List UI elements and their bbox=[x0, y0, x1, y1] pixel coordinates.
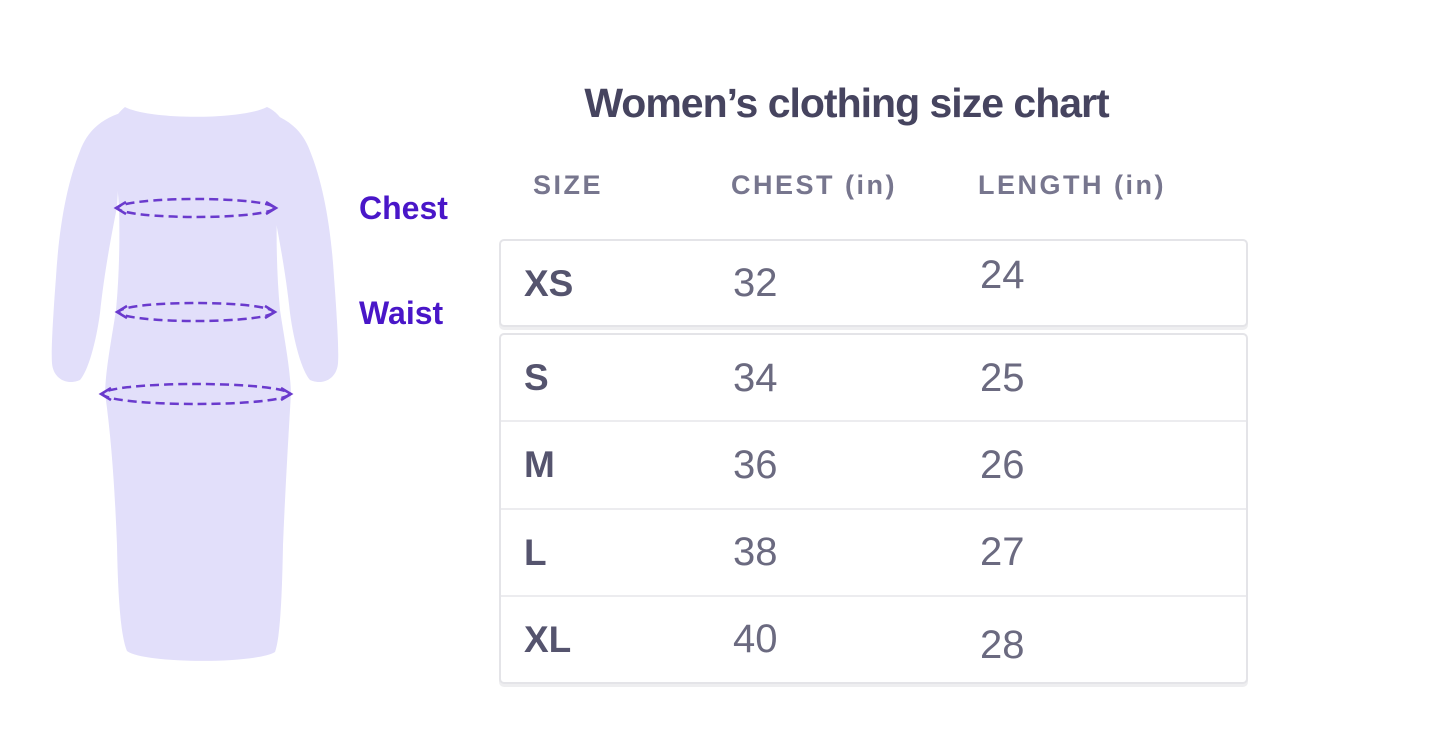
length-value: 28 bbox=[980, 623, 1025, 668]
column-header-length: LENGTH (in) bbox=[978, 170, 1166, 200]
size-value: L bbox=[524, 531, 547, 573]
waist-measurement-line bbox=[114, 301, 278, 323]
length-value: 25 bbox=[980, 355, 1025, 400]
dress-right-sleeve bbox=[263, 111, 339, 383]
length-value: 26 bbox=[980, 442, 1025, 487]
chest-measurement-line bbox=[113, 197, 279, 219]
size-value: XL bbox=[524, 618, 572, 660]
chest-value: 38 bbox=[733, 530, 778, 575]
measurement-arrow bbox=[265, 200, 279, 216]
measurement-arrow bbox=[114, 304, 128, 320]
table-row: XL 40 28 bbox=[501, 594, 1246, 682]
table-row: S 34 25 bbox=[501, 335, 1246, 420]
column-header-chest: CHEST (in) bbox=[731, 170, 897, 200]
dress-measurement-diagram: Chest Waist bbox=[0, 0, 470, 731]
dress-illustration bbox=[51, 107, 339, 661]
size-value: S bbox=[524, 357, 549, 399]
table-row-group-main: S 34 25 M 36 26 L 38 27 XL 40 28 bbox=[499, 333, 1248, 684]
measurement-arrow bbox=[98, 386, 112, 402]
chest-value: 40 bbox=[733, 617, 778, 662]
measurement-arrow bbox=[264, 304, 278, 320]
waist-label: Waist bbox=[359, 295, 444, 331]
measurement-arrow bbox=[113, 200, 127, 216]
table-row: M 36 26 bbox=[501, 420, 1246, 507]
dress-left-sleeve bbox=[51, 111, 127, 383]
size-chart: Women’s clothing size chart SIZE CHEST (… bbox=[499, 80, 1248, 700]
length-value: 24 bbox=[980, 253, 1025, 297]
measurement-arrow bbox=[280, 386, 294, 402]
chest-value: 32 bbox=[733, 261, 778, 305]
table-row: XS 32 24 bbox=[501, 241, 1246, 325]
table-row: L 38 27 bbox=[501, 507, 1246, 595]
size-value: XS bbox=[524, 262, 574, 304]
chest-value: 34 bbox=[733, 355, 778, 400]
table-row-group-xs: XS 32 24 bbox=[499, 239, 1248, 327]
page-title: Women’s clothing size chart bbox=[584, 80, 1109, 126]
table-header-row: SIZE CHEST (in) LENGTH (in) bbox=[499, 172, 1248, 199]
column-header-size: SIZE bbox=[533, 170, 604, 200]
size-value: M bbox=[524, 444, 555, 486]
chest-label: Chest bbox=[359, 190, 448, 226]
chest-value: 36 bbox=[733, 442, 778, 487]
length-value: 27 bbox=[980, 530, 1025, 575]
hip-measurement-line bbox=[98, 382, 294, 406]
